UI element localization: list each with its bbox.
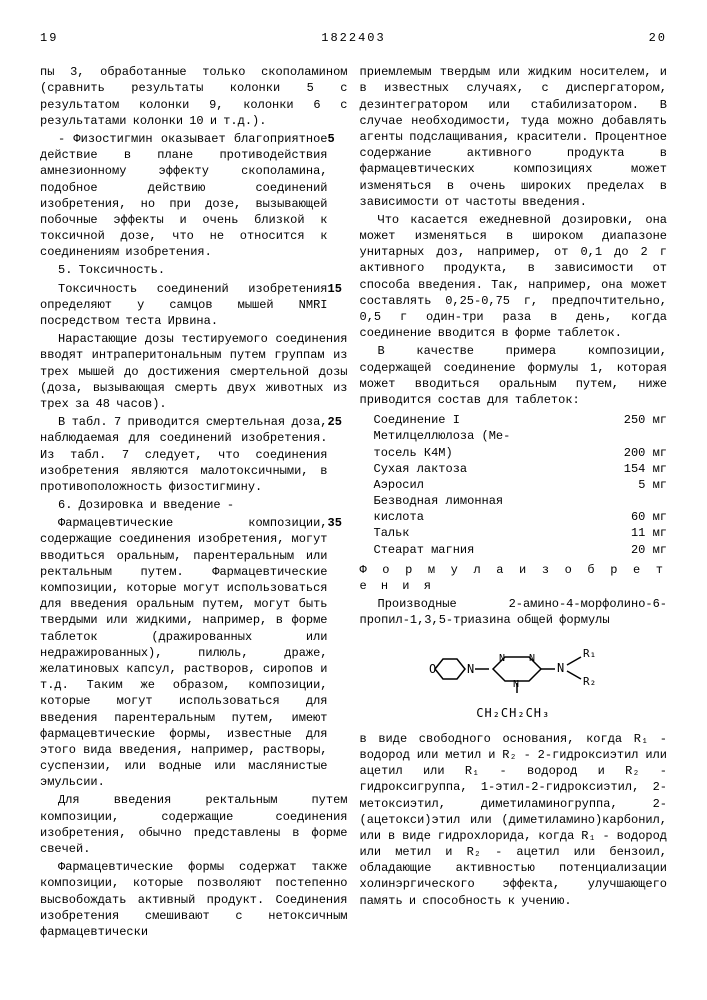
cell: 250 мг [624, 412, 667, 428]
cell: Тальк [374, 525, 410, 541]
formula-heading: Ф о р м у л а и з о б р е т е н и я [360, 562, 668, 594]
cell: 200 мг [624, 445, 667, 461]
chemical-structure: O N N N N N R₁ R₂ CH₂CH₂CH₃ [360, 639, 668, 721]
p: В табл. 7 приводится смертельная доза, н… [40, 414, 328, 495]
p: 6. Дозировка и введение - [40, 497, 348, 513]
p: Фармацевтические композиции, содержащие … [40, 515, 328, 790]
svg-text:N: N [499, 653, 505, 664]
cell: 60 мг [631, 509, 667, 525]
p: в виде свободного основания, когда R₁ - … [360, 731, 668, 909]
line-num: 5 [328, 131, 344, 147]
cell: Аэросил [374, 477, 424, 493]
line-num: 35 [328, 515, 344, 531]
p: Что касается ежедневной дозировки, она м… [360, 212, 668, 342]
column-right: приемлемым твердым или жидким носителем,… [360, 64, 668, 980]
cell: Метилцеллюлоза (Ме- [374, 428, 511, 444]
cell: 5 мг [638, 477, 667, 493]
page-right: 20 [649, 30, 667, 46]
line-num: 15 [328, 281, 344, 297]
line-num: 25 [328, 414, 344, 430]
page-left: 19 [40, 30, 58, 46]
cell: 154 мг [624, 461, 667, 477]
column-left: пы 3, обработанные только скополамином (… [40, 64, 348, 980]
p: пы 3, обработанные только скополамином (… [40, 64, 348, 129]
p: приемлемым твердым или жидким носителем,… [360, 64, 668, 210]
cell: 20 мг [631, 542, 667, 558]
p: - Физостигмин оказывает благоприятное де… [40, 131, 328, 261]
page-center: 1822403 [321, 30, 385, 46]
cell: Сухая лактоза [374, 461, 468, 477]
p: Токсичность соединений изобретения опред… [40, 281, 328, 330]
composition-table: Соединение I 250 мг Метилцеллюлоза (Ме- т… [374, 412, 668, 558]
p: Для введения ректальным путем композиции… [40, 792, 348, 857]
p: Фармацевтические формы содержат также ко… [40, 859, 348, 940]
svg-text:N: N [557, 661, 564, 675]
svg-text:N: N [529, 653, 535, 664]
cell: Безводная лимонная [374, 493, 504, 509]
cell: Соединение I [374, 412, 460, 428]
svg-text:N: N [513, 679, 519, 690]
svg-text:R₁: R₁ [583, 647, 596, 660]
cell: 11 мг [631, 525, 667, 541]
cell: тосель К4М) [374, 445, 453, 461]
p: Производные 2-амино-4-морфолино-6-пропил… [360, 596, 668, 628]
p: Нарастающие дозы тестируемого соединения… [40, 331, 348, 412]
p: В качестве примера композиции, содержаще… [360, 343, 668, 408]
cell: Стеарат магния [374, 542, 475, 558]
chem-sub: CH₂CH₂CH₃ [360, 705, 668, 721]
cell: кислота [374, 509, 424, 525]
svg-text:N: N [467, 662, 474, 676]
svg-text:R₂: R₂ [583, 675, 596, 688]
p: 5. Токсичность. [40, 262, 348, 278]
svg-text:O: O [429, 662, 436, 676]
